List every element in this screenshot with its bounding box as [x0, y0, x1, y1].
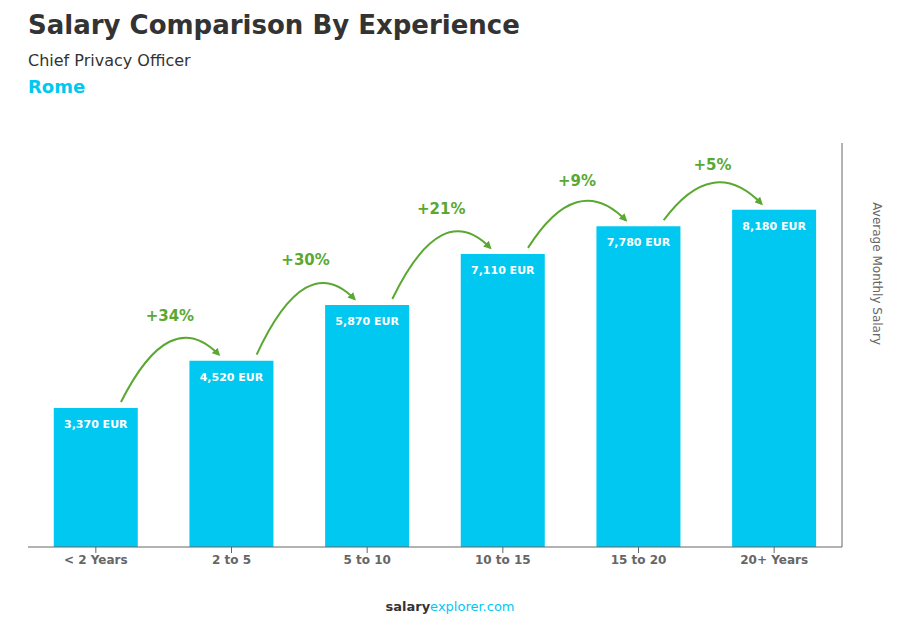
- svg-text:+5%: +5%: [694, 156, 732, 174]
- svg-text:7,780 EUR: 7,780 EUR: [607, 236, 671, 249]
- svg-text:5,870 EUR: 5,870 EUR: [335, 315, 399, 328]
- svg-text:+9%: +9%: [558, 172, 596, 190]
- svg-text:4,520 EUR: 4,520 EUR: [200, 371, 264, 384]
- html-text:Chief Privacy Officer: Chief Privacy Officer: [28, 51, 191, 70]
- html-text:salary explorer.com: salary explorer.com: [385, 599, 515, 614]
- svg-text:+34%: +34%: [146, 307, 194, 325]
- svg-text:+30%: +30%: [281, 251, 329, 269]
- html-text:Rome: Rome: [28, 76, 86, 97]
- svg-text:< 2 Years: < 2 Years: [64, 553, 128, 567]
- svg-text:Average Monthly Salary: Average Monthly Salary: [870, 202, 884, 345]
- html-text:Salary Comparison By Experienc: Salary Comparison By Experience: [28, 10, 520, 40]
- svg-text:3,370 EUR: 3,370 EUR: [64, 418, 128, 431]
- svg-text:15 to 20: 15 to 20: [611, 553, 667, 567]
- svg-text:8,180 EUR: 8,180 EUR: [742, 220, 806, 233]
- svg-text:2 to 5: 2 to 5: [212, 553, 251, 567]
- svg-text:7,110 EUR: 7,110 EUR: [471, 264, 535, 277]
- svg-text:20+ Years: 20+ Years: [740, 553, 808, 567]
- svg-text:+21%: +21%: [417, 200, 465, 218]
- svg-text:10 to 15: 10 to 15: [475, 553, 531, 567]
- svg-text:5 to 10: 5 to 10: [343, 553, 390, 567]
